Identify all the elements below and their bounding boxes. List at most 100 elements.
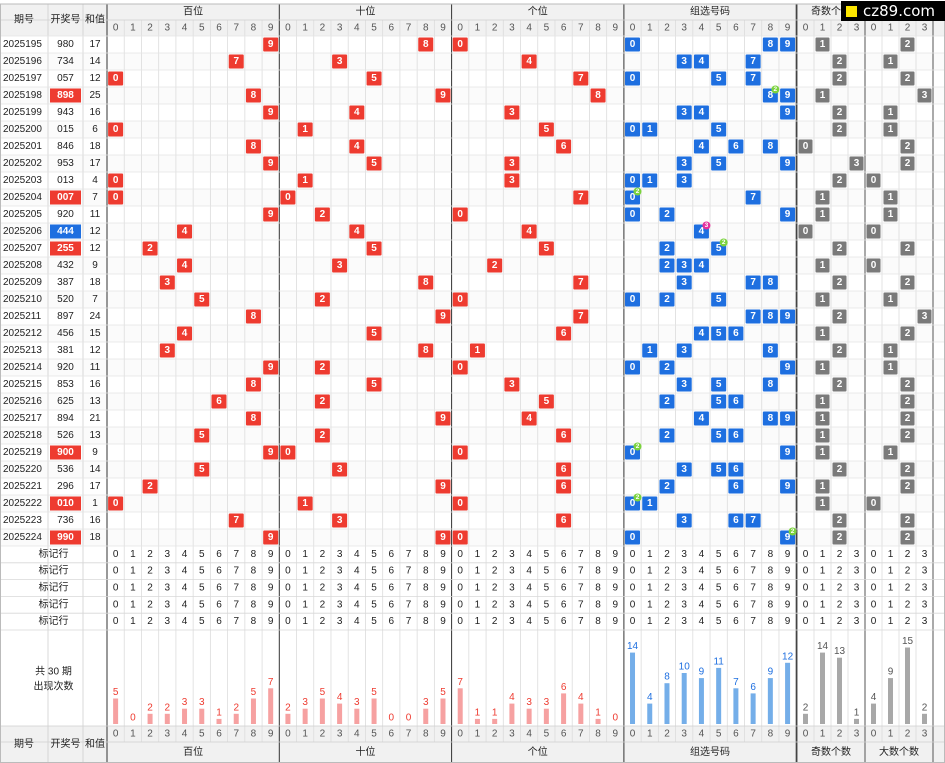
marker-digit: 6 — [733, 616, 739, 627]
row-stripe — [0, 121, 945, 138]
marker-digit: 0 — [803, 583, 809, 594]
position-ball-label: 6 — [561, 464, 567, 475]
occurrence-value: 3 — [354, 697, 360, 708]
odd-count-ball-label: 1 — [820, 430, 826, 441]
digit-header: 7 — [578, 23, 584, 34]
footer-digit-header: 6 — [389, 729, 395, 740]
group-ball-label: 5 — [716, 430, 722, 441]
marker-digit: 0 — [113, 566, 119, 577]
occurrence-value: 2 — [803, 702, 809, 713]
digit-header: 2 — [664, 23, 670, 34]
marker-digit: 3 — [854, 599, 860, 610]
occurrence-value: 6 — [750, 682, 756, 693]
marker-digit: 7 — [750, 583, 756, 594]
position-ball — [435, 411, 451, 426]
marker-digit: 4 — [699, 549, 705, 560]
marker-digit: 3 — [681, 583, 687, 594]
position-ball — [349, 224, 365, 239]
marker-digit: 6 — [216, 583, 222, 594]
logo-text: cz89.com — [863, 2, 936, 20]
big-count-ball — [883, 122, 898, 137]
group-ball-label: 6 — [733, 515, 739, 526]
position-ball-label: 6 — [561, 515, 567, 526]
group-ball-label: 8 — [768, 277, 774, 288]
marker-digit: 7 — [750, 549, 756, 560]
group-header: 组选号码 — [690, 5, 730, 18]
marker-digit: 3 — [509, 599, 515, 610]
group-ball — [676, 377, 692, 392]
group-ball — [659, 241, 675, 256]
group-ball-label: 8 — [768, 90, 774, 101]
occurrence-bar — [785, 662, 791, 724]
big-count-ball-label: 2 — [905, 328, 911, 339]
big-count-ball — [900, 275, 915, 290]
marker-digit: 3 — [681, 599, 687, 610]
group-ball — [762, 139, 778, 154]
digit-header: 9 — [440, 23, 446, 34]
group-ball-label: 0 — [630, 124, 636, 135]
position-ball-label: 2 — [492, 260, 498, 271]
marker-digit: 4 — [182, 549, 188, 560]
marker-digit: 4 — [699, 599, 705, 610]
marker-digit: 7 — [578, 599, 584, 610]
marker-digit: 0 — [457, 549, 463, 560]
footer-digit-header: 7 — [578, 729, 584, 740]
position-ball-label: 9 — [268, 39, 274, 50]
marker-digit: 2 — [664, 549, 670, 560]
position-ball — [435, 88, 451, 103]
group-ball — [676, 173, 692, 188]
big-count-ball-label: 0 — [871, 226, 877, 237]
group-ball-label: 5 — [716, 294, 722, 305]
position-ball — [573, 275, 589, 290]
marker-digit: 3 — [854, 616, 860, 627]
odd-count-ball — [798, 139, 813, 154]
marker-digit: 2 — [147, 583, 153, 594]
group-ball-label: 3 — [681, 515, 687, 526]
number-cell: 943 — [57, 107, 74, 118]
sum-header: 和值 — [85, 13, 105, 26]
digit-header: 5 — [716, 23, 722, 34]
position-ball-label: 6 — [216, 396, 222, 407]
marker-digit: 3 — [922, 549, 928, 560]
occurrence-bar — [250, 698, 256, 724]
group-ball — [625, 292, 641, 307]
marker-digit: 3 — [337, 616, 343, 627]
group-ball-label: 7 — [750, 73, 756, 84]
group-ball-label: 7 — [750, 515, 756, 526]
period-cell: 2025206 — [3, 226, 42, 237]
number-cell: 898 — [57, 90, 74, 101]
sum-cell: 16 — [89, 379, 101, 390]
big-count-ball-label: 1 — [888, 124, 894, 135]
group-ball-label: 2 — [664, 362, 670, 373]
marker-digit: 3 — [165, 616, 171, 627]
marker-digit: 7 — [406, 616, 412, 627]
marker-digit: 9 — [440, 583, 446, 594]
position-ball — [108, 190, 124, 205]
group-ball — [728, 462, 744, 477]
group-ball-label: 0 — [630, 532, 636, 543]
occurrence-bar — [767, 678, 773, 724]
period-header: 期号 — [14, 14, 34, 26]
position-ball-label: 4 — [526, 226, 532, 237]
group-ball — [642, 122, 658, 137]
big-count-ball — [900, 37, 915, 52]
position-ball-label: 1 — [475, 345, 481, 356]
row-stripe — [0, 393, 945, 410]
big-count-ball — [900, 139, 915, 154]
marker-digit: 9 — [613, 616, 619, 627]
position-ball-label: 5 — [371, 328, 377, 339]
position-ball — [487, 258, 503, 273]
sum-cell: 18 — [89, 277, 101, 288]
odd-count-ball-label: 2 — [837, 379, 843, 390]
group-ball-label: 8 — [768, 39, 774, 50]
position-ball — [159, 343, 175, 358]
marker-digit: 5 — [544, 583, 550, 594]
group-ball — [625, 37, 641, 52]
occurrence-value: 2 — [285, 702, 291, 713]
site-logo[interactable]: cz89.com — [841, 1, 945, 21]
position-ball-label: 0 — [457, 362, 463, 373]
occurrence-bar — [492, 718, 498, 724]
group-ball-label: 2 — [664, 260, 670, 271]
position-ball — [504, 173, 520, 188]
big-count-ball — [883, 190, 898, 205]
